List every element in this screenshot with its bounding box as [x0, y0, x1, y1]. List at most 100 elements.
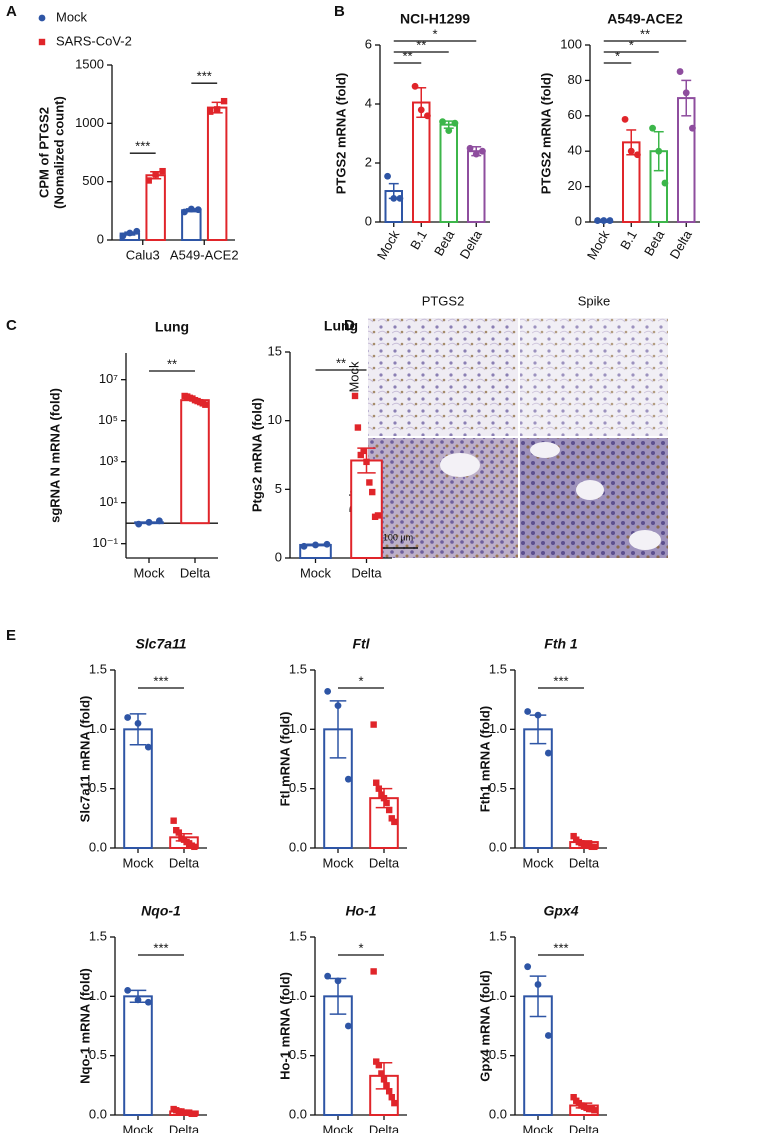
significance-label: * — [615, 48, 620, 63]
x-tick-label: Delta — [180, 565, 211, 580]
significance-label: * — [358, 940, 363, 955]
data-point — [378, 791, 385, 798]
data-point — [378, 1070, 385, 1077]
y-tick-label: 0.5 — [289, 1047, 307, 1062]
data-point — [385, 1088, 393, 1095]
panel-label: E — [6, 627, 16, 644]
data-point — [370, 968, 377, 975]
y-axis-label: Gpx4 mRNA (fold) — [477, 970, 492, 1081]
chart: 10⁻¹ 10¹ 10³ 10⁵ 10⁷ sgRNA N mRNA (fold) Lung M… — [47, 319, 218, 580]
data-point — [220, 97, 228, 105]
error-bar — [185, 208, 197, 213]
y-tick-label: 20 — [568, 178, 582, 193]
chart: 0 2 4 6 PTGS2 mRNA (fold) NCI-H1299 Mock B.1 Bet… — [333, 11, 490, 262]
image-column-label: PTGS2 — [422, 293, 465, 308]
bar — [323, 995, 353, 1116]
chart: 0.0 0.5 1.0 1.5 Slc7a11 mRNA (fold) Slc7a11 Mo… — [77, 636, 207, 870]
data-point — [145, 518, 153, 526]
data-point — [424, 112, 431, 120]
y-axis-label: PTGS2 mRNA (fold) — [538, 73, 553, 195]
significance-label: ** — [167, 356, 177, 371]
bar — [439, 123, 458, 223]
data-point — [324, 972, 332, 980]
chart-title: Lung — [155, 319, 189, 335]
y-tick-label: 1.5 — [89, 928, 107, 943]
micrograph-lumen — [440, 453, 480, 477]
chart: 0.0 0.5 1.0 1.5 Ftl mRNA (fold) Ftl Mock Delta * — [277, 636, 407, 870]
x-tick-label: Delta — [667, 227, 696, 261]
y-axis-label: Fth1 mRNA (fold) — [477, 706, 492, 812]
data-point — [119, 232, 127, 240]
y-tick-label: 1.0 — [289, 988, 307, 1003]
x-tick-label: Delta — [369, 1122, 400, 1133]
y-axis-label: Ptgs2 mRNA (fold) — [249, 398, 264, 512]
y-tick-label: 10¹ — [99, 494, 118, 509]
y-axis-label: sgRNA N mRNA (fold) — [47, 388, 62, 523]
micrograph-lumen — [629, 530, 661, 550]
significance: *** — [138, 673, 184, 689]
significance: * — [603, 37, 659, 53]
bar — [123, 995, 153, 1116]
significance: * — [603, 48, 632, 64]
data-point — [344, 775, 352, 783]
significance-label: *** — [553, 673, 568, 688]
significance-label: * — [432, 26, 437, 41]
micrograph-lumen — [576, 480, 604, 500]
data-point — [351, 392, 359, 400]
x-tick-label: Mock — [133, 565, 165, 580]
y-tick-label: 0.5 — [289, 780, 307, 795]
error-bar — [211, 101, 223, 114]
chart-title: A549-ACE2 — [607, 11, 683, 27]
error-bar — [306, 543, 325, 547]
y-tick-label: 40 — [568, 143, 582, 158]
significance: *** — [129, 139, 156, 154]
error-bar — [388, 182, 399, 200]
y-tick-label: 60 — [568, 107, 582, 122]
scale-bar-label: 100 μm — [383, 532, 413, 542]
data-point — [391, 818, 398, 826]
y-axis-label: Ftl mRNA (fold) — [277, 712, 292, 807]
data-point — [360, 447, 367, 455]
data-point — [181, 208, 188, 216]
y-tick-label: 5 — [275, 481, 282, 496]
x-tick-label: Calu3 — [126, 247, 160, 262]
data-point — [207, 108, 214, 115]
y-tick-label: 0.5 — [89, 1047, 107, 1062]
chart-title: Lung — [324, 318, 358, 334]
x-tick-label: Delta — [351, 565, 382, 580]
error-bar — [471, 146, 482, 157]
y-tick-label: 0.0 — [289, 839, 307, 854]
data-point — [191, 843, 198, 851]
x-tick-label: Delta — [169, 1122, 200, 1133]
x-tick-label: Mock — [122, 1122, 154, 1133]
chart: 0 500 1000 1500 CPM of PTGS2 (Nomalized count… — [36, 9, 238, 262]
panel-label: C — [6, 317, 17, 334]
error-bar — [375, 1062, 393, 1090]
y-tick-label: 500 — [82, 173, 104, 188]
legend-label: Mock — [56, 9, 88, 24]
legend-marker — [38, 38, 46, 46]
chart: 0.0 0.5 1.0 1.5 Fth1 mRNA (fold) Fth 1 Mock Del… — [477, 636, 607, 870]
bar — [350, 459, 383, 560]
error-bar — [653, 130, 664, 172]
y-tick-label: 10⁷ — [99, 371, 118, 386]
bar — [677, 97, 696, 223]
y-tick-label: 1000 — [75, 115, 104, 130]
y-axis-label: Nqo-1 mRNA (fold) — [77, 968, 92, 1084]
error-bar — [175, 1110, 193, 1113]
significance: ** — [315, 355, 367, 371]
data-point — [439, 118, 446, 126]
data-point — [479, 147, 486, 155]
data-point — [388, 815, 395, 822]
chart-title: Slc7a11 — [135, 636, 186, 652]
x-tick-label: Delta — [369, 855, 400, 870]
data-point — [135, 520, 143, 528]
data-point — [524, 708, 532, 715]
error-bar — [626, 129, 637, 156]
x-tick-label: Delta — [457, 227, 486, 261]
y-tick-label: 1.0 — [289, 721, 307, 736]
y-axis-label: Slc7a11 mRNA (fold) — [77, 696, 92, 823]
error-bar — [150, 171, 162, 180]
data-point — [544, 749, 552, 757]
error-bar — [129, 713, 147, 746]
